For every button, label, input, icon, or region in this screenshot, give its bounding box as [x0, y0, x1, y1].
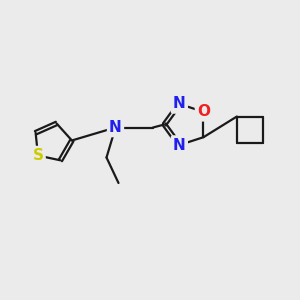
Text: N: N: [173, 97, 186, 112]
Text: S: S: [32, 148, 44, 163]
Text: N: N: [109, 120, 122, 135]
Text: N: N: [173, 137, 186, 152]
Text: O: O: [197, 104, 210, 119]
